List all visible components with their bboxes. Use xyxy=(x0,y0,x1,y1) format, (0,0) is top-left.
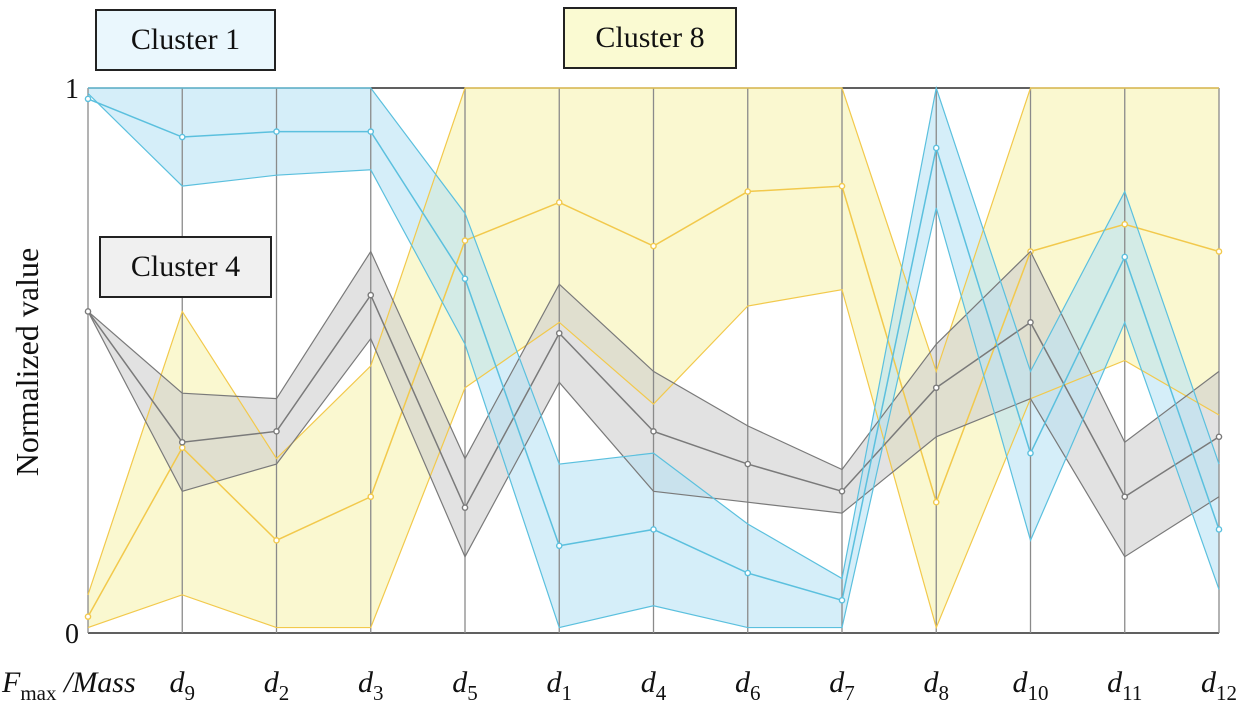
x-axis-label: Fmax /Mass xyxy=(1,666,136,704)
cluster-4-point xyxy=(1027,319,1034,326)
cluster-4-label: Cluster 4 xyxy=(99,236,272,298)
x-axis-label: d3 xyxy=(358,666,384,704)
cluster-8-point xyxy=(1215,248,1223,255)
cluster-8-point xyxy=(178,444,186,452)
cluster-1-point xyxy=(650,526,657,533)
cluster-4-point xyxy=(367,291,375,299)
cluster-8-point xyxy=(273,537,280,544)
tick-labels: 0 1 Fmax /Mass d9 d2 d3 d5 d1 d4 d6 d7 d8 d10 d11 d12 xyxy=(1,74,1237,704)
x-axis-label: d1 xyxy=(547,666,573,704)
cluster-1-point xyxy=(273,128,280,135)
y-axis-label: Normalized value xyxy=(9,248,45,476)
x-axis-label: d12 xyxy=(1201,666,1237,704)
cluster-4-point xyxy=(555,329,563,337)
axis-lines xyxy=(87,87,1220,634)
cluster-1-point xyxy=(838,597,846,604)
x-axis-label: d8 xyxy=(924,666,950,704)
cluster-4-point xyxy=(1215,433,1223,441)
cluster-8-label: Cluster 8 xyxy=(563,7,737,69)
cluster-4-point xyxy=(932,384,940,392)
cluster-1-point xyxy=(178,133,186,141)
y-tick-label: 0 xyxy=(65,619,79,650)
cluster-8-point xyxy=(744,188,752,195)
x-axis-label: d7 xyxy=(829,666,855,704)
cluster-4-point xyxy=(178,438,186,446)
x-axis-label: d10 xyxy=(1013,666,1049,704)
cluster-8-point xyxy=(84,613,92,620)
cluster-4-point xyxy=(1121,493,1129,501)
cluster-4-point xyxy=(838,487,846,495)
cluster-1-point xyxy=(84,95,92,103)
cluster-1-point xyxy=(932,144,940,152)
cluster-4-upper-line xyxy=(87,250,1220,471)
x-axis-label: d4 xyxy=(641,666,667,704)
cluster-1-lower-line xyxy=(87,93,1220,629)
cluster-1-upper-line xyxy=(88,85,1220,580)
cluster-1-point xyxy=(1027,449,1034,457)
cluster-8-point xyxy=(367,493,375,501)
cluster-8-point xyxy=(838,182,846,190)
x-axis-label: d2 xyxy=(264,666,290,704)
cluster-4-point xyxy=(461,504,469,511)
cluster-8-upper-line xyxy=(87,87,1219,596)
cluster-1-point xyxy=(367,128,375,135)
cluster-4-point xyxy=(84,308,92,315)
x-axis-label: d11 xyxy=(1107,666,1142,704)
x-axis-label: d6 xyxy=(735,666,761,704)
cluster-4-lower-line xyxy=(87,311,1220,559)
x-axis-label: d9 xyxy=(170,666,196,704)
cluster-8-point xyxy=(555,199,563,206)
x-axis-label: d5 xyxy=(452,666,478,704)
cluster-8-point xyxy=(932,498,940,506)
cluster-1-point xyxy=(1215,526,1223,533)
y-tick-label: 1 xyxy=(65,74,79,105)
cluster-1-point xyxy=(744,569,752,577)
cluster-1-point xyxy=(461,275,469,283)
cluster-1-point xyxy=(555,542,563,550)
cluster-4-point xyxy=(273,428,280,435)
cluster-4-point xyxy=(650,428,657,435)
cluster-1-label: Cluster 1 xyxy=(95,9,276,71)
cluster-8-point xyxy=(650,242,657,250)
cluster-1-point xyxy=(1121,253,1129,261)
cluster-4-point xyxy=(744,460,752,468)
cluster-8-point xyxy=(461,237,469,244)
cluster-8-point xyxy=(1121,220,1129,228)
cluster-center-lines xyxy=(84,85,1223,630)
